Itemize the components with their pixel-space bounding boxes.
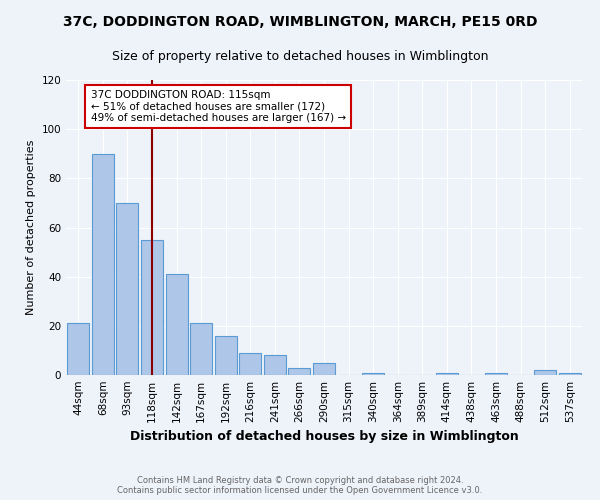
X-axis label: Distribution of detached houses by size in Wimblington: Distribution of detached houses by size … — [130, 430, 518, 444]
Bar — [92, 154, 114, 375]
Bar — [141, 240, 163, 375]
Bar — [559, 372, 581, 375]
Bar — [215, 336, 237, 375]
Bar — [436, 372, 458, 375]
Text: Contains HM Land Registry data © Crown copyright and database right 2024.
Contai: Contains HM Land Registry data © Crown c… — [118, 476, 482, 495]
Bar — [67, 324, 89, 375]
Y-axis label: Number of detached properties: Number of detached properties — [26, 140, 36, 315]
Bar — [264, 356, 286, 375]
Bar — [289, 368, 310, 375]
Bar — [190, 324, 212, 375]
Text: Size of property relative to detached houses in Wimblington: Size of property relative to detached ho… — [112, 50, 488, 63]
Bar — [485, 372, 507, 375]
Bar — [166, 274, 188, 375]
Text: 37C DODDINGTON ROAD: 115sqm
← 51% of detached houses are smaller (172)
49% of se: 37C DODDINGTON ROAD: 115sqm ← 51% of det… — [91, 90, 346, 123]
Bar — [534, 370, 556, 375]
Text: 37C, DODDINGTON ROAD, WIMBLINGTON, MARCH, PE15 0RD: 37C, DODDINGTON ROAD, WIMBLINGTON, MARCH… — [63, 15, 537, 29]
Bar — [116, 203, 139, 375]
Bar — [362, 372, 384, 375]
Bar — [313, 362, 335, 375]
Bar — [239, 353, 262, 375]
